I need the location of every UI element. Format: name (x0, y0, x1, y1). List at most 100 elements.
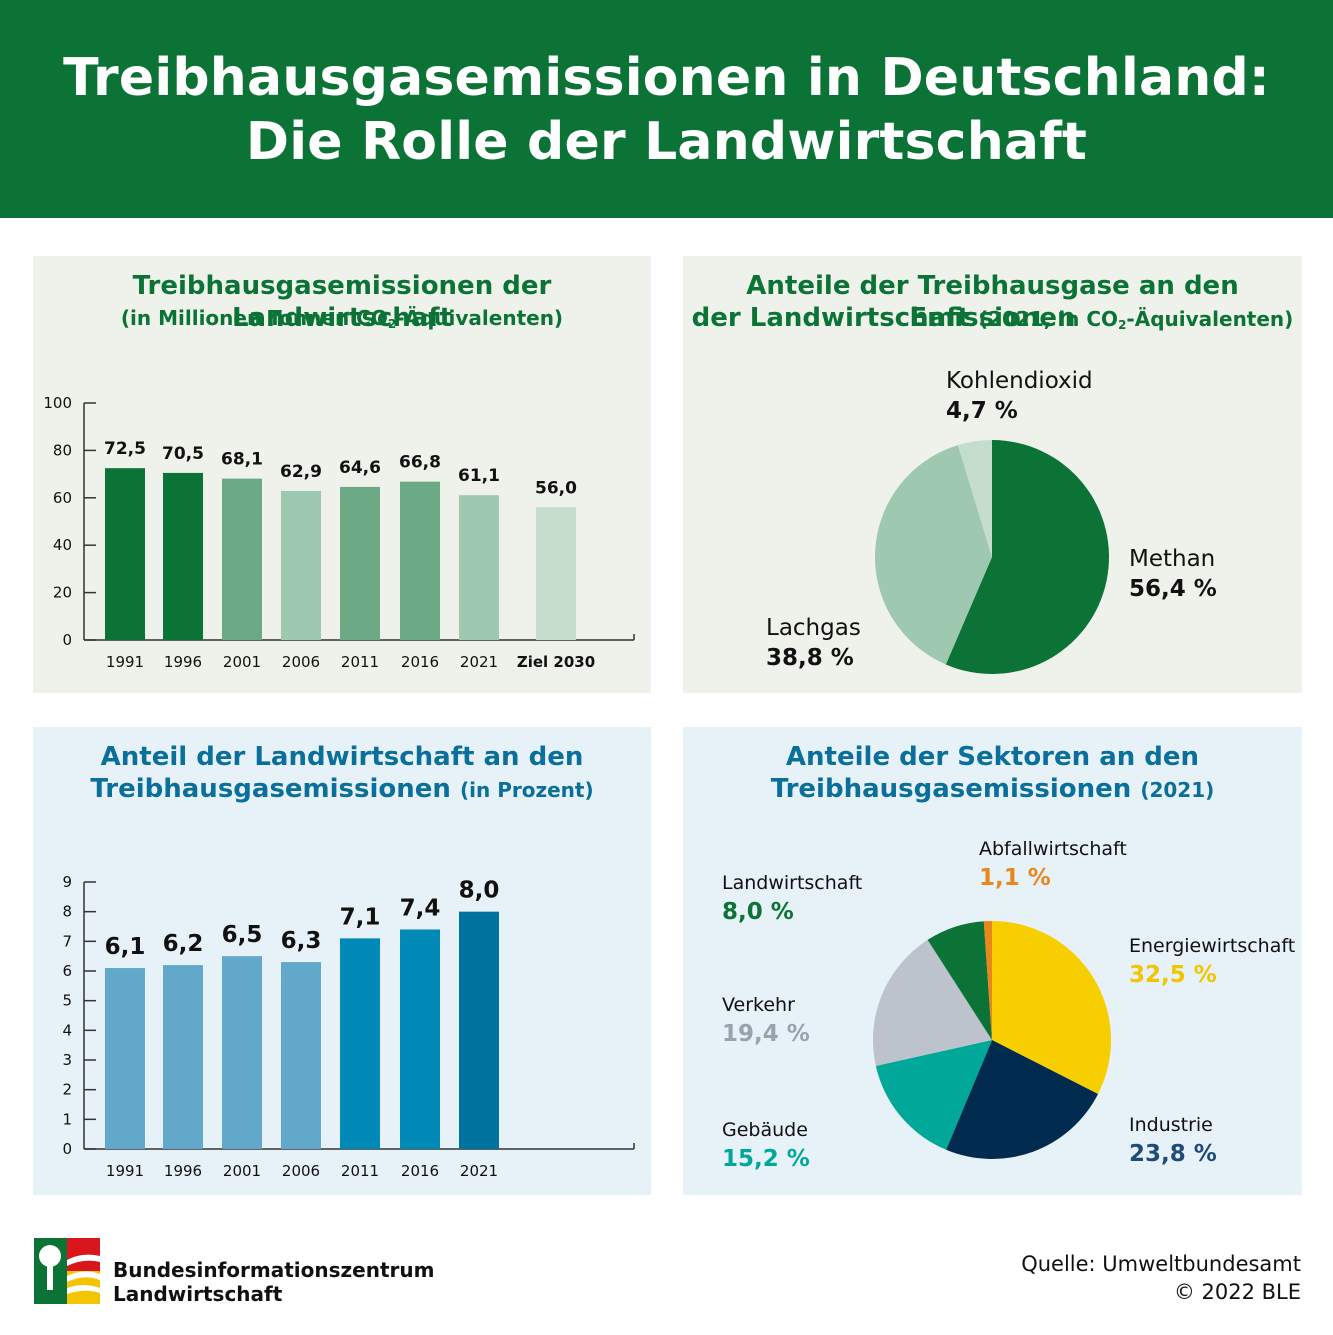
sector-label-industrie-name: Industrie (1129, 1114, 1213, 1136)
pie-label-methan-name: Methan (1129, 546, 1216, 572)
emissions-bar-chart: 0 20 40 60 80 100 72,5 1991 70,5 1996 68,1 2001 62,9… (43, 394, 635, 671)
pie-slice-abfallwirtschaft (983, 921, 992, 1040)
panel1-subtitle-pre: (in Millionen Tonnen CO (120, 306, 388, 330)
panel1-subtitle-sub: 2 (387, 317, 397, 331)
pie-label-lachgas-value: 38,8 % (766, 645, 854, 671)
pie-label-lachgas-name: Lachgas (766, 615, 861, 641)
pie-slice-lachgas (875, 445, 992, 665)
sector-label-gebaeude-name: Gebäude (722, 1119, 808, 1141)
pie-label-methan-value: 56,4 % (1129, 576, 1217, 602)
x-tick-label: 2016 (401, 653, 439, 671)
sector-label-abfall-value: 1,1 % (979, 865, 1051, 891)
bar-2021 (459, 495, 499, 640)
y-tick-label: 0 (62, 631, 72, 649)
panel1-subtitle-post: -Äquivalenten) (396, 306, 564, 330)
bar-ziel-2030 (536, 507, 576, 640)
sector-label-gebaeude: Gebäude 15,2 % (722, 1117, 810, 1175)
y-tick-label: 0 (62, 1140, 72, 1158)
pie-label-methan: Methan 56,4 % (1129, 544, 1217, 604)
bar-2006 (281, 490, 321, 640)
bar-2016 (400, 929, 440, 1149)
sector-label-industrie-value: 23,8 % (1129, 1141, 1217, 1167)
panel-emissions-agriculture: 0 20 40 60 80 100 72,5 1991 70,5 1996 68,1 2001 62,9… (33, 256, 651, 693)
bar-1996 (163, 965, 203, 1149)
sector-label-energie-name: Energiewirtschaft (1129, 935, 1296, 957)
panel3-title-line1-text: Anteil der Landwirtschaft an den (100, 742, 584, 772)
copyright-text: © 2022 BLE (1173, 1280, 1301, 1304)
sector-label-energie: Energiewirtschaft 32,5 % (1129, 933, 1295, 991)
pie-slice-gebaeude (875, 1040, 992, 1150)
bar-1991 (105, 968, 145, 1149)
panel2-title-small: (2021, in CO2-Äquivalenten) (978, 307, 1293, 332)
source-block: Quelle: Umweltbundesamt © 2022 BLE (1021, 1250, 1301, 1306)
panel2-title-line1: Anteile der Treibhausgase an den Emissio… (683, 270, 1302, 334)
y-tick-label: 8 (62, 903, 72, 921)
sector-label-verkehr: Verkehr 19,4 % (722, 992, 810, 1050)
sector-label-gebaeude-value: 15,2 % (722, 1146, 810, 1172)
gas-pie-chart (875, 440, 1109, 674)
pie-slice-methan (945, 440, 1109, 674)
panel3-title-line1: Anteil der Landwirtschaft an den (33, 741, 651, 773)
panel2-title-line1-text: Anteile der Treibhausgase an den Emissio… (746, 271, 1239, 333)
sector-label-landwirtschaft-value: 8,0 % (722, 899, 794, 925)
y-tick-label: 5 (62, 992, 72, 1010)
panel1-subtitle: (in Millionen Tonnen CO2-Äquivalenten) (33, 304, 651, 338)
y-tick-label: 9 (62, 873, 72, 891)
pie-label-kohlendioxid-value: 4,7 % (946, 398, 1018, 424)
bar-value-label: 6,5 (222, 922, 263, 948)
x-tick-label: 2006 (282, 653, 320, 671)
bar-value-label: 7,1 (340, 904, 381, 930)
x-tick-label: 1996 (164, 1162, 202, 1180)
panel-sector-shares (683, 727, 1302, 1195)
x-tick-label: 2006 (282, 1162, 320, 1180)
sector-label-verkehr-name: Verkehr (722, 994, 795, 1016)
panel4-title-small: (2021) (1140, 778, 1215, 802)
x-tick-label: 1996 (164, 653, 202, 671)
org-name: Bundesinformationszentrum Landwirtschaft (113, 1258, 434, 1306)
panel-gas-shares (683, 256, 1302, 693)
bar-value-label: 8,0 (459, 878, 500, 904)
x-tick-label: 2001 (223, 653, 261, 671)
bar-2016 (400, 481, 440, 640)
panel3-title-small: (in Prozent) (460, 778, 594, 802)
bar-2011 (340, 938, 380, 1149)
y-tick-label: 7 (62, 932, 72, 950)
bar-value-label: 64,6 (339, 458, 381, 478)
y-tick-label: 20 (53, 584, 72, 602)
sector-label-energie-value: 32,5 % (1129, 962, 1217, 988)
x-tick-label: 2021 (460, 653, 498, 671)
panel4-title-line1: Anteile der Sektoren an den (683, 741, 1302, 773)
panel3-title-line2-text: Treibhausgasemissionen (90, 774, 451, 804)
pie-slice-energiewirtschaft (992, 921, 1111, 1095)
pie-slice-industrie (946, 1040, 1099, 1159)
y-tick-label: 1 (62, 1110, 72, 1128)
sector-label-landwirtschaft: Landwirtschaft 8,0 % (722, 870, 862, 928)
x-tick-label: 2011 (341, 1162, 379, 1180)
y-tick-label: 2 (62, 1081, 72, 1099)
bar-2001 (222, 956, 262, 1149)
bar-value-label: 72,5 (104, 439, 146, 459)
panel2-title-small-pre: (2021, in CO (978, 307, 1119, 331)
panel4-title-line2-text: Treibhausgasemissionen (770, 774, 1132, 804)
pie-slice-verkehr (873, 939, 992, 1066)
ble-logo-icon (34, 1238, 100, 1304)
x-tick-label: 2011 (341, 653, 379, 671)
y-tick-label: 80 (53, 441, 72, 459)
panel1-title: Treibhausgasemissionen der Landwirtschaf… (33, 270, 651, 334)
x-tick-label: Ziel 2030 (517, 653, 595, 671)
x-tick-label: 2001 (223, 1162, 261, 1180)
bar-value-label: 7,4 (400, 895, 441, 921)
y-tick-label: 40 (53, 536, 72, 554)
x-tick-label: 1991 (106, 1162, 144, 1180)
main-title-line2: Die Rolle der Landwirtschaft (245, 112, 1088, 172)
sector-label-verkehr-value: 19,4 % (722, 1021, 810, 1047)
x-tick-label: 2016 (401, 1162, 439, 1180)
bar-2021 (459, 911, 499, 1149)
org-name-line2: Landwirtschaft (113, 1282, 283, 1306)
pie-slice-landwirtschaft (927, 921, 992, 1040)
bar-value-label: 61,1 (458, 466, 500, 486)
x-tick-label: 2021 (460, 1162, 498, 1180)
panel-agriculture-share: 0 1 2 3 4 5 6 7 8 9 6,1 1991 6,2 1996 6,5 2001 6,3 2006 7,… (33, 727, 651, 1195)
pie-label-kohlendioxid-name: Kohlendioxid (946, 368, 1093, 394)
sector-label-landwirtschaft-name: Landwirtschaft (722, 872, 863, 894)
